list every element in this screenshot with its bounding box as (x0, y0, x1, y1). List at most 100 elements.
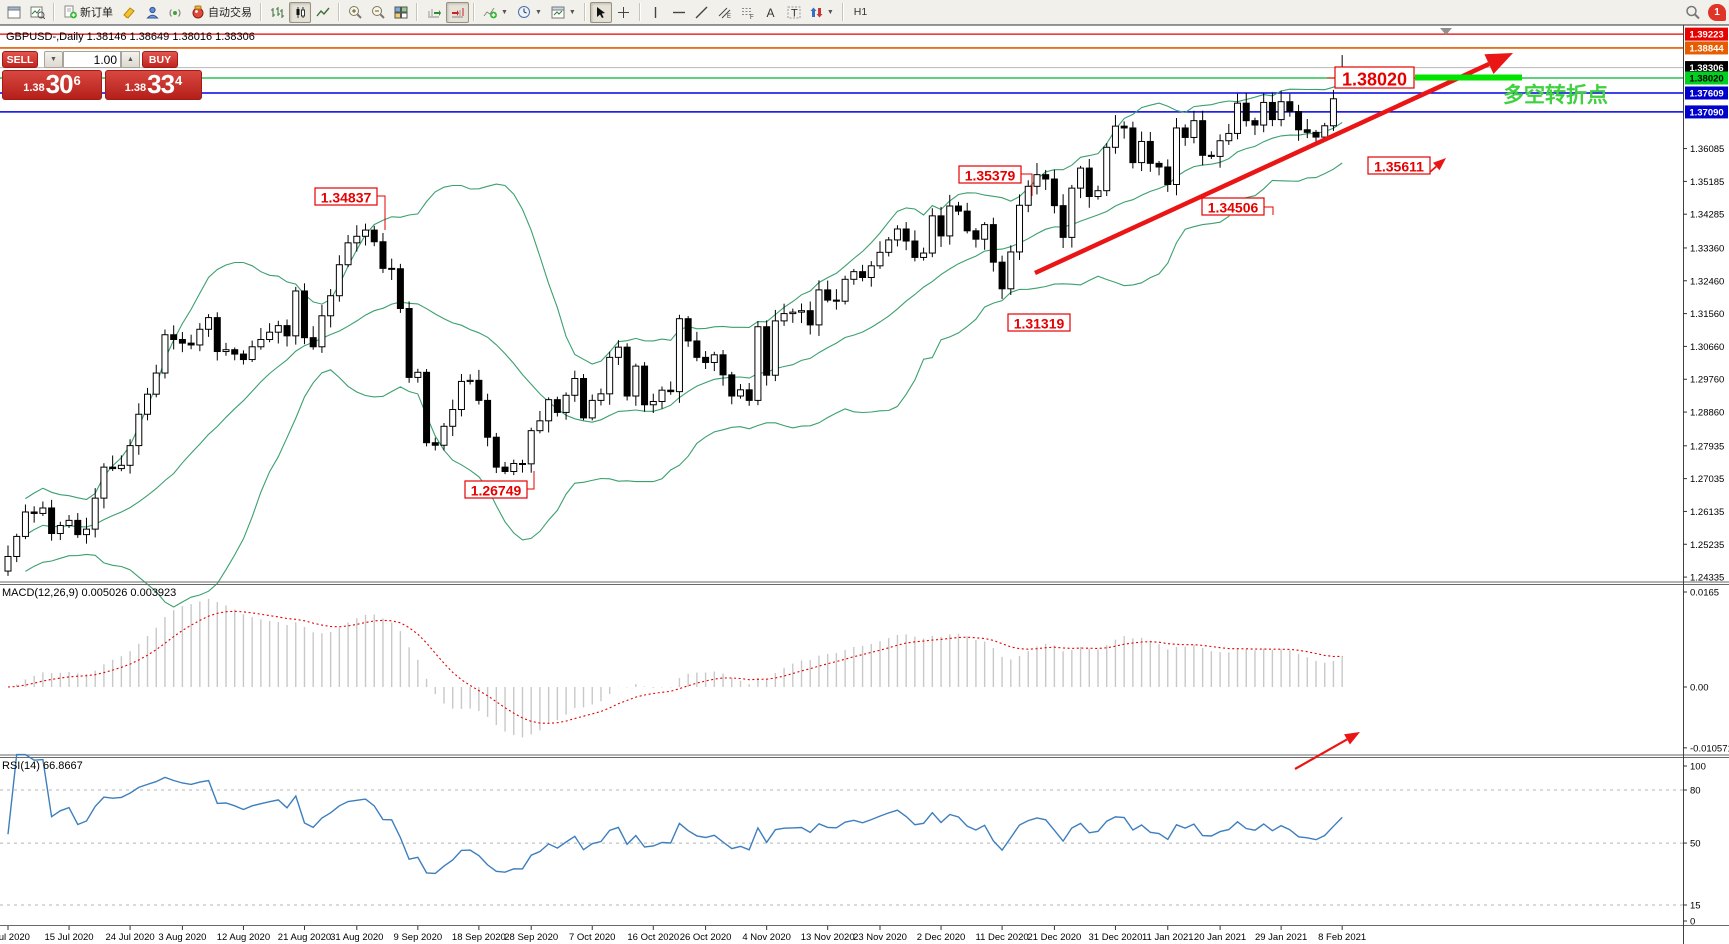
annotation-price-box[interactable] (464, 480, 528, 499)
price-chip-label[interactable]: 1.39223 (1689, 30, 1723, 41)
notification-badge[interactable]: 1 (1708, 3, 1726, 21)
volume-input[interactable]: 1.00 (63, 51, 121, 68)
annotation-price-text[interactable]: 1.38020 (1342, 70, 1407, 90)
date-label[interactable]: 21 Dec 2020 (1027, 932, 1081, 943)
crosshair-tool-button[interactable] (613, 2, 635, 23)
candle-body-down (396, 268, 404, 309)
price-chip-label[interactable]: 1.38844 (1689, 43, 1724, 54)
annotation-price-box[interactable] (314, 187, 378, 206)
zoom-out-button[interactable] (367, 2, 389, 23)
search-button[interactable] (1681, 2, 1704, 23)
buy-button[interactable]: BUY (142, 51, 178, 68)
sell-button[interactable]: SELL (2, 51, 38, 68)
price-chip-label[interactable]: 1.37609 (1689, 88, 1723, 99)
annotation-price-text[interactable]: 1.35379 (965, 168, 1016, 184)
date-label[interactable]: 23 Nov 2020 (853, 932, 907, 943)
date-label[interactable]: 21 Aug 2020 (278, 932, 331, 943)
new-order-button[interactable]: 新订单 (59, 2, 117, 23)
candle-body-down (667, 389, 675, 393)
annotation-mini-arrow[interactable] (1429, 165, 1437, 173)
annotation-price-text[interactable]: 1.35611 (1374, 159, 1424, 175)
auto-scroll-button[interactable] (422, 2, 445, 23)
date-label[interactable]: 15 Jul 2020 (44, 932, 93, 943)
annotation-price-text[interactable]: 1.26749 (471, 483, 522, 499)
add-indicator-button[interactable]: ▼ (479, 2, 512, 23)
market-watch-button[interactable] (141, 2, 163, 23)
cursor-tool-button[interactable] (589, 1, 612, 23)
turning-point-annotation[interactable]: 多空转折点 (1503, 83, 1608, 107)
date-label[interactable]: 2 Dec 2020 (917, 932, 966, 943)
zoom-in-button[interactable] (344, 2, 366, 23)
date-label[interactable]: 6 Jul 2020 (0, 932, 30, 943)
annotation-price-box[interactable] (1367, 156, 1431, 175)
broadcast-button[interactable] (164, 2, 186, 23)
annotation-price-text[interactable]: 1.31319 (1014, 316, 1065, 332)
date-label[interactable]: 24 Jul 2020 (106, 932, 155, 943)
price-chip-1.38306[interactable] (1685, 61, 1728, 75)
date-label[interactable]: 29 Jan 2021 (1255, 932, 1307, 943)
rsi-trend-arrow[interactable] (1294, 738, 1348, 770)
candle-body-up (152, 372, 160, 395)
buy-price-panel[interactable]: 1.38 33 4 (105, 70, 202, 100)
trendline-tool-button[interactable] (691, 2, 713, 23)
price-chip-1.39223[interactable] (1685, 27, 1728, 41)
tile-windows-button[interactable] (390, 2, 412, 23)
charts-window-icon-button[interactable] (3, 2, 25, 23)
trend-arrow[interactable] (1034, 62, 1490, 276)
date-label[interactable]: 3 Aug 2020 (158, 932, 206, 943)
date-label[interactable]: 31 Aug 2020 (330, 932, 383, 943)
volume-down-stepper[interactable]: ▼ (44, 51, 63, 68)
auto-trading-button[interactable]: 自动交易 (187, 2, 256, 23)
timeframe-h1-button[interactable]: H1 (848, 2, 873, 23)
sell-price-panel[interactable]: 1.38 30 6 (2, 70, 102, 100)
annotation-price-box[interactable] (1201, 197, 1265, 216)
annotation-price-box[interactable] (958, 165, 1022, 184)
date-label[interactable]: 20 Jan 2021 (1194, 932, 1246, 943)
metaeditor-button[interactable] (118, 2, 140, 23)
price-chip-label[interactable]: 1.38306 (1689, 63, 1723, 74)
annotation-price-text[interactable]: 1.34506 (1208, 200, 1259, 216)
price-chip-1.38020[interactable] (1685, 71, 1728, 85)
date-label[interactable]: 4 Nov 2020 (742, 932, 791, 943)
date-label[interactable]: 9 Sep 2020 (394, 932, 443, 943)
volume-up-stepper[interactable]: ▲ (121, 51, 140, 68)
arrows-tool-button[interactable]: ▼ (806, 2, 838, 23)
fibonacci-tool-button[interactable]: F (737, 2, 759, 23)
candle-body-down (745, 389, 753, 401)
add-indicator-icon (483, 7, 497, 19)
line-chart-button[interactable] (312, 2, 334, 23)
date-label[interactable]: 13 Nov 2020 (801, 932, 855, 943)
candle-body-up (135, 413, 143, 447)
price-chip-1.37090[interactable] (1685, 105, 1728, 119)
price-chip-label[interactable]: 1.37090 (1689, 107, 1723, 118)
date-label[interactable]: 28 Sep 2020 (504, 932, 558, 943)
date-label[interactable]: 16 Oct 2020 (627, 932, 679, 943)
price-chip-1.38844[interactable] (1685, 41, 1728, 55)
date-label[interactable]: 7 Oct 2020 (569, 932, 615, 943)
candle-body-up (510, 462, 518, 473)
date-label[interactable]: 26 Oct 2020 (680, 932, 732, 943)
price-chip-label[interactable]: 1.38020 (1689, 74, 1723, 85)
bar-chart-button[interactable] (266, 2, 288, 23)
date-label[interactable]: 12 Aug 2020 (217, 932, 270, 943)
date-label[interactable]: 11 Dec 2020 (975, 932, 1028, 943)
annotation-price-box[interactable] (1334, 66, 1415, 89)
chart-shift-button[interactable] (446, 1, 469, 23)
date-label[interactable]: 31 Dec 2020 (1089, 932, 1143, 943)
periods-button[interactable]: ▼ (513, 2, 546, 23)
chart-profile-button[interactable] (26, 2, 49, 23)
date-label[interactable]: 18 Sep 2020 (452, 932, 506, 943)
date-label[interactable]: 8 Feb 2021 (1318, 932, 1366, 943)
channel-tool-button[interactable]: E (714, 2, 736, 23)
price-chip-1.37609[interactable] (1685, 86, 1728, 100)
templates-button[interactable]: ▼ (547, 2, 580, 23)
search-icon (1686, 5, 1700, 19)
text-label-tool-button[interactable]: T (783, 2, 805, 23)
text-tool-button[interactable]: A (760, 2, 782, 23)
annotation-price-box[interactable] (1007, 313, 1071, 332)
candlestick-chart-button[interactable] (289, 1, 311, 23)
vertical-line-tool-button[interactable] (645, 2, 667, 23)
annotation-price-text[interactable]: 1.34837 (321, 190, 372, 206)
horizontal-line-tool-button[interactable] (668, 2, 690, 23)
date-label[interactable]: 11 Jan 2021 (1142, 932, 1194, 943)
